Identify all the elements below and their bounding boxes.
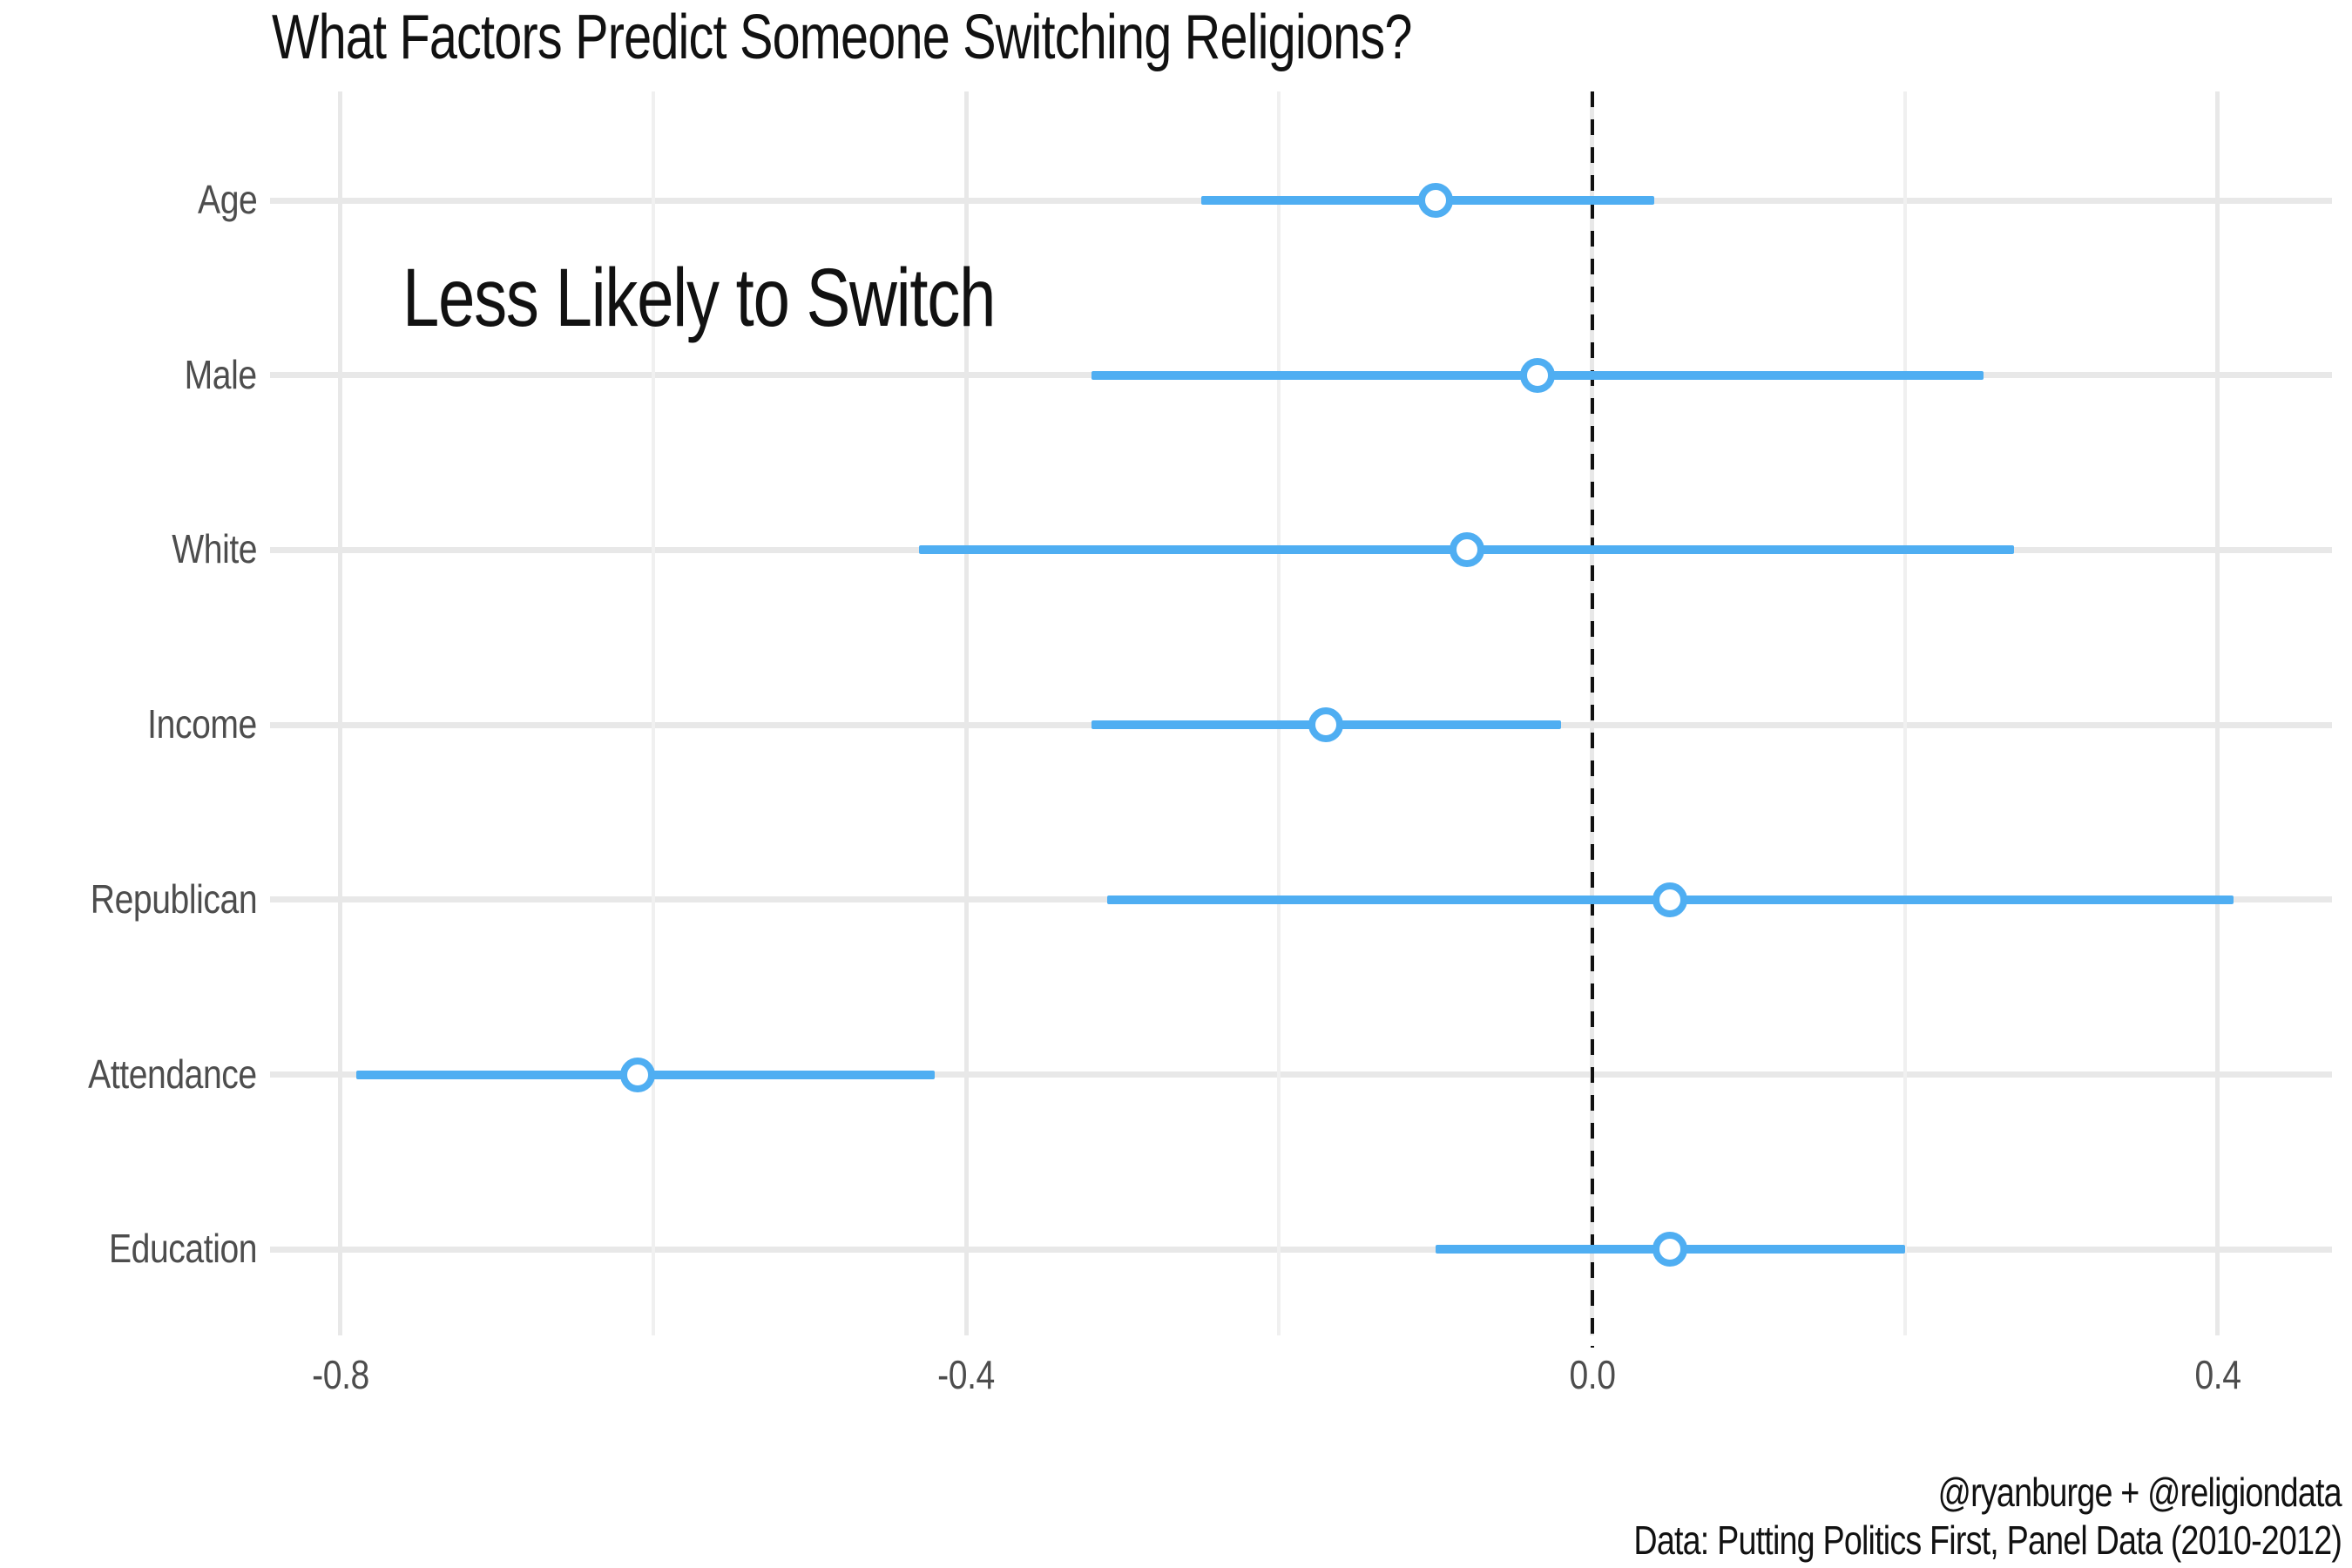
gridline-minor (1903, 91, 1907, 1335)
annotation-less-likely-to-switch: Less Likely to Switch (402, 252, 996, 344)
point-estimate-marker (1417, 183, 1453, 218)
gridline-row (270, 1071, 2332, 1078)
y-axis-label-republican: Republican (90, 875, 258, 922)
y-axis-label-white: White (172, 526, 257, 572)
chart-title: What Factors Predict Someone Switching R… (272, 3, 1412, 72)
gridline-minor (651, 91, 655, 1335)
point-estimate-marker (1652, 882, 1688, 917)
gridline-major (2215, 91, 2220, 1335)
point-estimate-marker (1652, 1232, 1688, 1267)
y-axis-label-income: Income (147, 701, 257, 747)
point-estimate-marker (1519, 357, 1555, 393)
x-axis-tick-label: -0.8 (311, 1352, 369, 1397)
point-estimate-marker (1449, 532, 1484, 568)
y-axis-label-age: Age (197, 177, 258, 222)
x-axis-tick-label: 0.0 (1568, 1352, 1616, 1397)
gridline-row (270, 1246, 2332, 1253)
caption-source-line: Data: Putting Politics First, Panel Data… (1633, 1517, 2342, 1563)
gridline-major (963, 91, 969, 1335)
y-axis-label-attendance: Attendance (88, 1051, 257, 1097)
plot-panel (270, 91, 2332, 1348)
zero-reference-line (1590, 91, 1594, 1348)
y-axis-label-education: Education (108, 1226, 258, 1272)
gridline-major (338, 91, 343, 1335)
point-estimate-marker (620, 1057, 656, 1092)
caption-credit-line: @ryanburge + @religiondata (1937, 1470, 2342, 1515)
point-estimate-marker (1308, 707, 1344, 743)
y-axis-label-male: Male (184, 351, 257, 397)
x-axis-tick-label: -0.4 (937, 1352, 996, 1397)
x-axis-tick-label: 0.4 (2194, 1352, 2241, 1397)
gridline-minor (1277, 91, 1281, 1335)
caption: @ryanburge + @religiondata Data: Putting… (1478, 1469, 2342, 1565)
